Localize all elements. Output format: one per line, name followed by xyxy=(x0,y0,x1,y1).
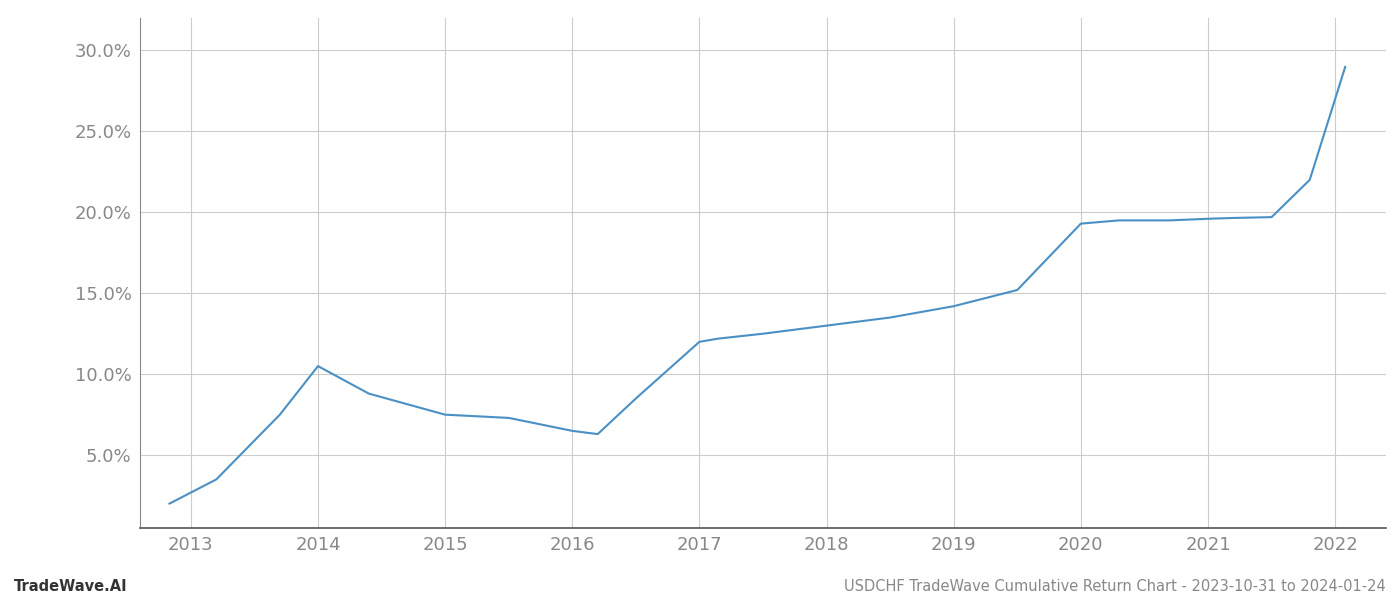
Text: USDCHF TradeWave Cumulative Return Chart - 2023-10-31 to 2024-01-24: USDCHF TradeWave Cumulative Return Chart… xyxy=(844,579,1386,594)
Text: TradeWave.AI: TradeWave.AI xyxy=(14,579,127,594)
